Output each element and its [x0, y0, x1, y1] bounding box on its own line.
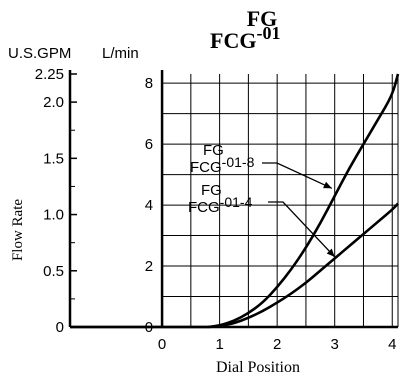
- series-label-main: FCG-01-8: [190, 154, 255, 176]
- x-tick-label: 4: [388, 336, 396, 353]
- series-leader-line: [268, 201, 336, 258]
- series-lines: [70, 73, 400, 329]
- series-line-1: [207, 73, 400, 329]
- x-axis-label: Dial Position: [216, 359, 300, 376]
- unit-left-label: U.S.GPM: [8, 45, 71, 62]
- x-tick-label: 1: [215, 336, 223, 353]
- lmin-tick-label: 8: [145, 75, 153, 92]
- x-tick-label: 3: [331, 336, 339, 353]
- series-label-main: FCG-01-4: [188, 194, 253, 216]
- lmin-tick-label: 4: [145, 197, 153, 214]
- x-tick-label: 0: [158, 336, 166, 353]
- grid: [161, 74, 398, 327]
- gpm-tick-labels: 0 0.5 1.0 1.5 2.0 2.25: [35, 66, 64, 336]
- unit-right-label: L/min: [102, 45, 139, 62]
- chart-title-sup: -01: [256, 23, 280, 43]
- y-axis-label: Flow Rate: [10, 199, 26, 261]
- series-leader-line: [262, 162, 333, 189]
- series-label-top: FG: [201, 182, 222, 199]
- chart-title-line1: FG: [247, 6, 278, 31]
- x-tick-label: 2: [273, 336, 281, 353]
- lmin-tick-labels: 02468: [145, 75, 153, 336]
- gpm-tick-label: 0: [56, 319, 64, 336]
- x-tick-labels: 0 1 2 3 4: [158, 336, 397, 353]
- series-line-2: [208, 202, 399, 329]
- chart-title-line2: FCG-01: [210, 23, 280, 53]
- gpm-tick-label: 2.25: [35, 66, 64, 83]
- lmin-tick-label: 2: [145, 258, 153, 275]
- series-leader-arrowhead: [323, 181, 332, 189]
- gpm-tick-label: 1.5: [43, 150, 64, 167]
- series-label-top: FG: [203, 142, 224, 159]
- gpm-tick-label: 0.5: [43, 263, 64, 280]
- lmin-tick-label: 6: [145, 136, 153, 153]
- gpm-tick-label: 1.0: [43, 207, 64, 224]
- chart-title-main: FCG: [210, 28, 256, 53]
- gpm-tick-label: 2.0: [43, 94, 64, 111]
- series-leader-arrowhead: [326, 248, 335, 257]
